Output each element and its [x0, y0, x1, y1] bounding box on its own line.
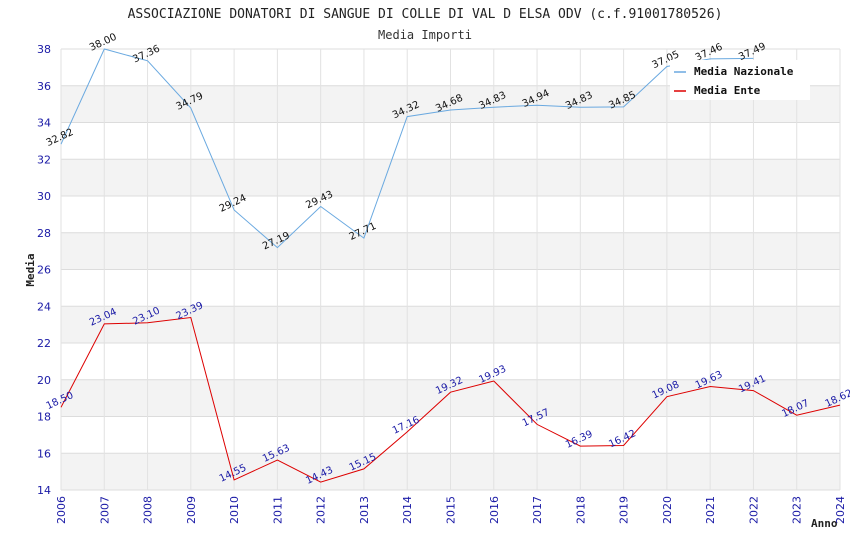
x-axis-ticks: 2006 2007 2008 2009 2010 2011 2012 2013 2014 2015…: [55, 496, 847, 524]
y-tick-label: 26: [37, 264, 51, 277]
x-tick-label: 2018: [574, 496, 587, 524]
x-tick-label: 2020: [661, 496, 674, 524]
x-tick-label: 2009: [185, 496, 198, 524]
x-tick-label: 2013: [358, 496, 371, 524]
y-tick-label: 24: [37, 300, 51, 313]
y-axis-ticks: 14 16 18 20 22 24 26 28 30 32 34 36 38: [37, 43, 51, 497]
x-tick-label: 2019: [618, 496, 631, 524]
x-tick-label: 2012: [315, 496, 328, 524]
x-tick-label: 2007: [98, 496, 111, 524]
y-tick-label: 30: [37, 190, 51, 203]
chart-subtitle: Media Importi: [378, 28, 472, 42]
x-tick-label: 2011: [271, 496, 284, 524]
x-tick-label: 2008: [142, 496, 155, 524]
y-tick-label: 38: [37, 43, 51, 56]
y-tick-label: 34: [37, 117, 51, 130]
x-tick-label: 2024: [834, 496, 847, 524]
legend-box: [670, 60, 810, 100]
x-tick-label: 2010: [228, 496, 241, 524]
y-tick-label: 36: [37, 80, 51, 93]
y-tick-label: 20: [37, 374, 51, 387]
x-tick-label: 2015: [445, 496, 458, 524]
y-tick-label: 16: [37, 447, 51, 460]
x-tick-label: 2017: [531, 496, 544, 524]
y-axis-label: Media: [24, 253, 37, 286]
x-tick-label: 2021: [704, 496, 717, 524]
series-line-1: [60, 316, 841, 483]
series-group: [60, 48, 841, 483]
x-tick-label: 2022: [747, 496, 760, 524]
y-tick-label: 32: [37, 153, 51, 166]
x-tick-label: 2014: [401, 496, 414, 524]
legend-label-media-ente: Media Ente: [694, 84, 761, 97]
series-line-0: [60, 48, 754, 249]
x-axis-label: Anno: [811, 517, 838, 530]
x-tick-label: 2023: [791, 496, 804, 524]
y-tick-label: 18: [37, 411, 51, 424]
y-tick-label: 28: [37, 227, 51, 240]
x-tick-label: 2016: [488, 496, 501, 524]
legend-label-media-nazionale: Media Nazionale: [694, 65, 794, 78]
chart-title: ASSOCIAZIONE DONATORI DI SANGUE DI COLLE…: [128, 7, 723, 22]
y-tick-label: 22: [37, 337, 51, 350]
y-tick-label: 14: [37, 484, 51, 497]
x-tick-label: 2006: [55, 496, 68, 524]
legend: Media Nazionale Media Ente: [670, 60, 810, 100]
grid-lines: [60, 48, 841, 491]
